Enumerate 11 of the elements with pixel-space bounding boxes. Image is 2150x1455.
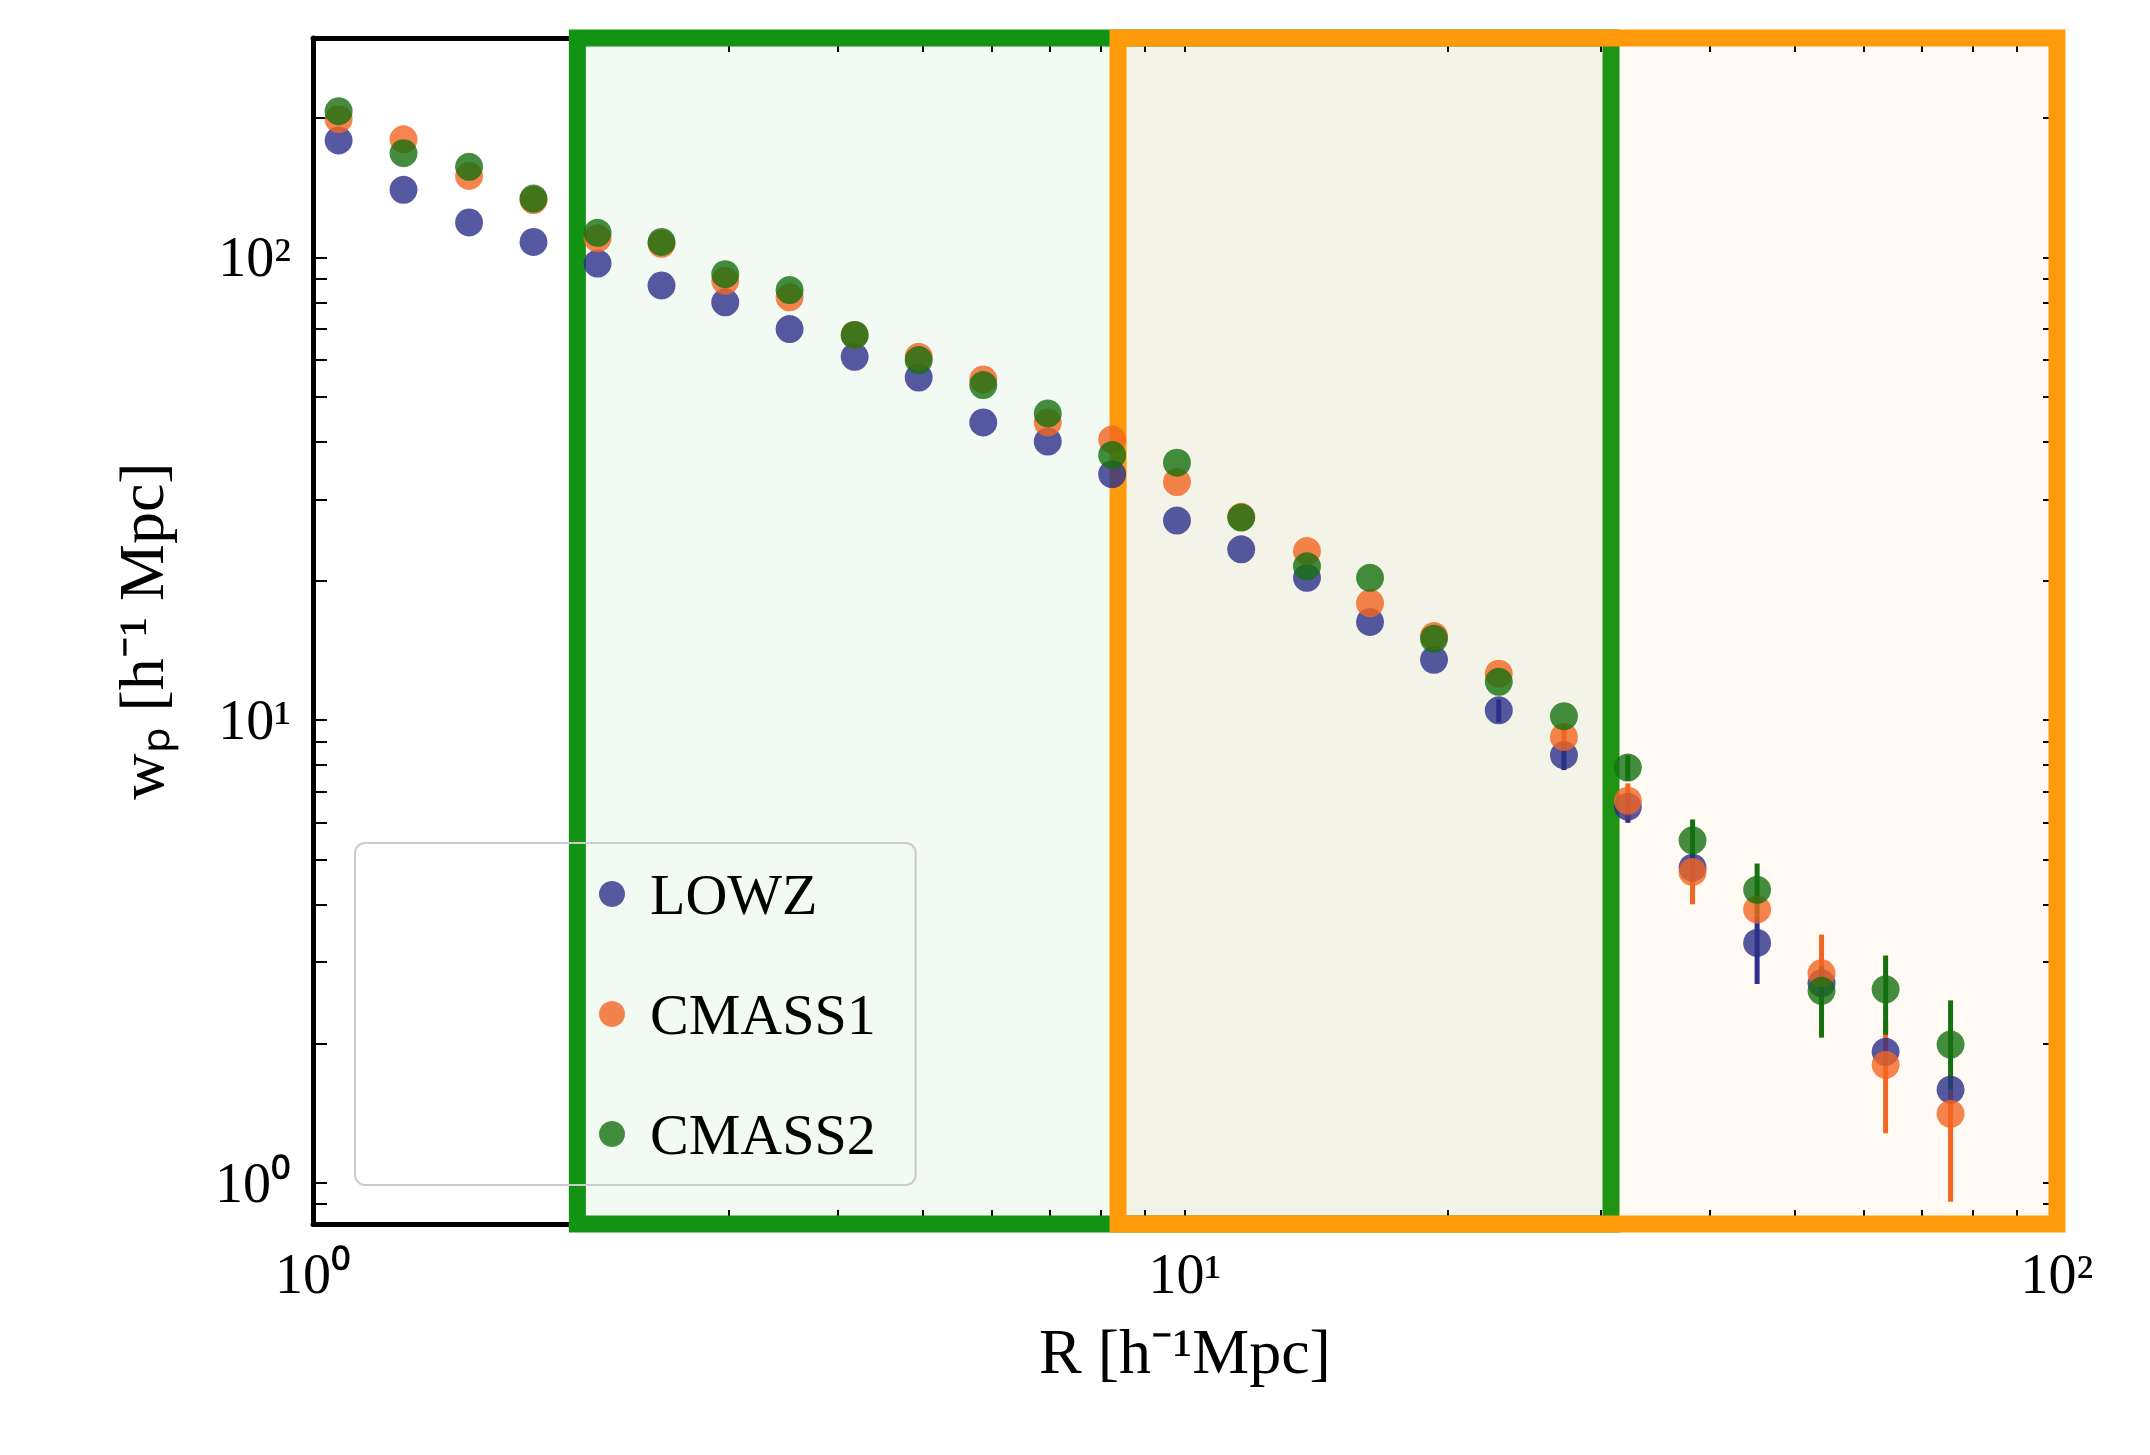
y-tick-label: 10¹ [218, 689, 291, 752]
y-tick-label: 10⁰ [215, 1151, 291, 1214]
y-axis-title: wₚ [h⁻¹ Mpc] [105, 462, 179, 800]
x-tick-label: 10¹ [1148, 1243, 1222, 1305]
legend-label: CMASS1 [650, 981, 876, 1047]
legend-label: CMASS2 [650, 1101, 876, 1167]
x-axis-title: R [h⁻¹Mpc] [1039, 1315, 1331, 1387]
x-tick-label: 10² [2020, 1243, 2094, 1305]
x-tick-label: 10⁰ [275, 1243, 351, 1305]
y-tick-label: 10² [218, 226, 291, 289]
legend-label: LOWZ [650, 861, 818, 927]
